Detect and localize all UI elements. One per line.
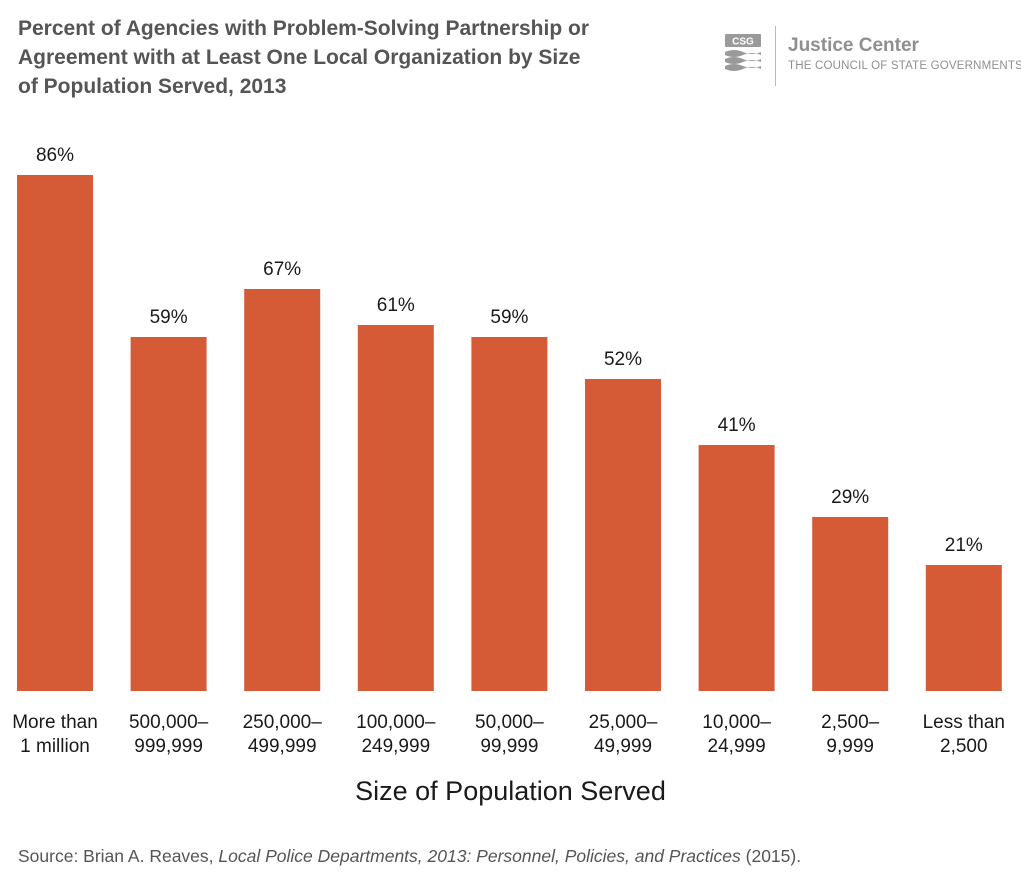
category-label-2: 250,000– 499,999 xyxy=(243,712,323,757)
value-label-1: 59% xyxy=(150,307,188,328)
category-label-7: 2,500– 9,999 xyxy=(821,712,880,757)
value-label-5: 52% xyxy=(604,349,642,370)
value-label-7: 29% xyxy=(831,487,869,508)
source-suffix: (2015). xyxy=(740,846,802,866)
value-label-4: 59% xyxy=(490,307,528,328)
logo-divider xyxy=(775,26,776,86)
category-label-3: 100,000– 249,999 xyxy=(356,712,436,757)
value-label-8: 21% xyxy=(945,535,983,556)
bar-6 xyxy=(698,445,775,691)
logo-subtitle: THE COUNCIL OF STATE GOVERNMENTS xyxy=(788,60,1021,72)
value-label-3: 61% xyxy=(377,295,415,316)
source-title: Local Police Departments, 2013: Personne… xyxy=(218,846,741,866)
value-label-0: 86% xyxy=(36,145,74,166)
bar-5 xyxy=(585,379,661,691)
bar-1 xyxy=(130,337,207,691)
category-label-8: Less than 2,500 xyxy=(923,712,1005,757)
category-label-6: 10,000– 24,999 xyxy=(702,712,771,757)
source-prefix: Source: Brian A. Reaves, xyxy=(18,846,219,866)
bar-2 xyxy=(244,289,321,691)
category-label-4: 50,000– 99,999 xyxy=(475,712,544,757)
csg-justice-center-logo: CSG Justice Center THE COUNCIL OF STATE … xyxy=(724,26,1021,88)
x-axis-label: Size of Population Served xyxy=(355,776,666,806)
bar-8 xyxy=(925,565,1002,691)
category-label-5: 25,000– 49,999 xyxy=(589,712,658,757)
bar-chart: 86% More than 1 million 59% 500,000– 999,999 6… xyxy=(12,145,1005,757)
bar-4 xyxy=(471,337,548,691)
csg-logo-text: CSG xyxy=(732,37,754,48)
value-label-6: 41% xyxy=(718,415,756,436)
category-label-0: More than 1 million xyxy=(12,712,98,757)
csg-logo-icon: CSG xyxy=(725,34,761,71)
value-label-2: 67% xyxy=(263,259,301,280)
logo-name: Justice Center xyxy=(788,35,919,56)
bar-7 xyxy=(812,517,889,691)
chart-title: Percent of Agencies with Problem-Solving… xyxy=(18,17,589,98)
bar-3 xyxy=(357,325,434,691)
source-note: Source: Brian A. Reaves, Local Police De… xyxy=(18,846,801,867)
bar-0 xyxy=(17,175,93,691)
category-label-1: 500,000– 999,999 xyxy=(129,712,209,757)
